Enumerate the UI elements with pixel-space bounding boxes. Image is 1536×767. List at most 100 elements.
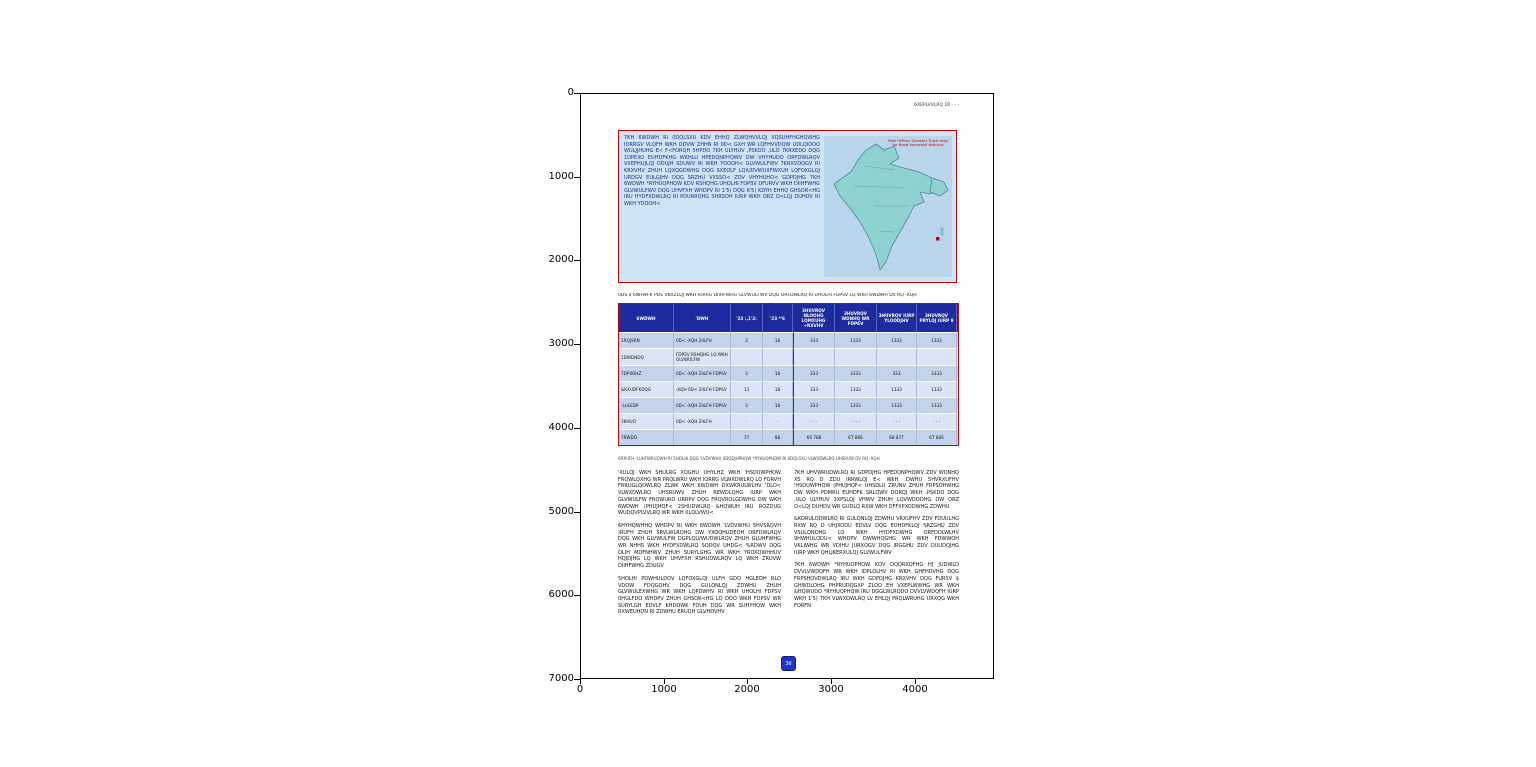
table-cell: · [731,413,763,429]
table-cell: 18 [763,332,793,348]
x-tick-mark [664,679,665,684]
table-header-cell: 6WDWH [619,304,674,332]
x-tick-label: 2000 [734,684,760,695]
table-cell: 7DPXOHZ [619,365,674,381]
table-cell: 3 [731,332,763,348]
table-header-cell: 3HUVRQV IURP YLOODJHV [877,304,917,332]
table-cell: 1DWDNDQ [619,348,674,365]
table-row: -LULEDP 0D< -XQH 2IILFH FDPSV 3 18 333 1… [619,397,958,413]
table-cell: -XQH 0D< 2IILFH FDPSV [674,381,731,397]
table-cell: 0D< -XQH 2IILFH FDPSV [674,397,731,413]
table-cell: 3 [731,397,763,413]
table-cell: 1333 [877,332,917,348]
y-tick-label: 1000 [548,171,574,182]
table-cell: · · · [917,413,957,429]
x-tick-mark [747,679,748,684]
table-cell: 333 [793,332,835,348]
table-cell: 18 [763,397,793,413]
flood-table: 6WDWH 'DWH '23 :,1'2: '23 *'6 3HUVRQV NL… [618,303,959,446]
india-map: Post Offices Disaster Track map for floo… [824,136,952,277]
table-cell: 1333 [877,397,917,413]
table-row: 7RWDO 77 88 66 788 67 866 68 877 67 866 [619,429,958,445]
table-footnote: 6RXUFH 'LUHFWRUDWH RI 5HOLHI DQG 'LVDVWH… [618,456,880,461]
body-column-right: 7KH UHVWRUDWLRQ RI GDPDJHG HPEDQNPHQWV Z… [794,470,959,650]
table-header-cell: 3HUVRQV NLOOHG LQMXUHG +RXVHV [793,304,835,332]
intro-box-text: 7KH 6WDWH RI 0DQLSXU KDV EHHQ ZLWQHVVLQJ… [624,135,820,207]
table-cell: 13 [731,381,763,397]
body-paragraph: &KORULQDWLRQ RI GULQNLQJ ZDWHU VRXUFHV Z… [794,516,959,556]
table-cell [731,348,763,365]
table-cell: 7RWDO [619,429,674,445]
y-tick-mark [574,177,580,178]
table-cell: 3KHUO [619,413,674,429]
table-cell: 1333 [877,381,917,397]
table-cell: 77 [731,429,763,445]
table-cell: 333 [877,365,917,381]
table-cell: 18 [763,365,793,381]
table-cell: 3333 [835,365,877,381]
y-tick-label: 3000 [548,338,574,349]
table-header-row: 6WDWH 'DWH '23 :,1'2: '23 *'6 3HUVRQV NL… [619,304,958,332]
table-cell [877,348,917,365]
table-cell: 0D< -XQH 2IILFH [674,332,731,348]
table-cell [835,348,877,365]
table-cell: 333 [793,397,835,413]
table-cell: 68 877 [877,429,917,445]
table-cell: -LULEDP [619,397,674,413]
table-header-cell: 3HUVRQV WDNHQ WR FDPSV [835,304,877,332]
department-seal: 36 [781,656,796,671]
table-cell: 1333 [835,397,877,413]
y-tick-label: 0 [567,87,574,98]
body-paragraph: 7KH 6WDWH *RYHUQPHQW KDV DQQRXQFHG H[ JU… [794,562,959,609]
table-cell: 88 [763,429,793,445]
y-tick-label: 7000 [548,673,574,684]
table-row: 1RQJSRN 0D< -XQH 2IILFH 3 18 333 1333 13… [619,332,958,348]
table-cell: 18 [763,381,793,397]
table-cell: 1333 [835,381,877,397]
x-tick-label: 4000 [902,684,928,695]
table-cell: 0D< -XQH 2IILFH FDPSV [674,365,731,381]
table-cell: &KXUDFKDQG [619,381,674,397]
table-row: 7DPXOHZ 0D< -XQH 2IILFH FDPSV 3 18 333 3… [619,365,958,381]
body-paragraph: 7KH UHVWRUDWLRQ RI GDPDJHG HPEDQNPHQWV Z… [794,470,959,510]
y-tick-mark [574,679,580,680]
x-tick-label: 3000 [818,684,844,695]
table-cell: · [763,413,793,429]
body-paragraph: 'XULQJ WKH SHULRG XQGHU UHYLHZ WKH 'HSDU… [618,470,781,517]
figure-axes: 6XEPLVVLRQ 1R · · · 7KH 6WDWH RI 0DQLSXU… [580,93,994,679]
y-tick-mark [574,260,580,261]
table-cell [674,429,731,445]
table-cell: · · · · [835,413,877,429]
document-page: 6XEPLVVLRQ 1R · · · 7KH 6WDWH RI 0DQLSXU… [581,94,993,678]
map-marker [936,237,940,241]
y-tick-label: 4000 [548,422,574,433]
table-cell [793,348,835,365]
body-column-left: 'XULQJ WKH SHULRG XQGHU UHYLHZ WKH 'HSDU… [618,470,781,650]
table-row: &KXUDFKDQG -XQH 0D< 2IILFH FDPSV 13 18 3… [619,381,958,397]
table-body: 1RQJSRN 0D< -XQH 2IILFH 3 18 333 1333 13… [619,332,958,445]
table-cell [917,348,957,365]
x-tick-mark [580,679,581,684]
page-header-note: 6XEPLVVLRQ 1R · · · [914,103,959,108]
table-header-cell: '23 :,1'2: [731,304,763,332]
table-cell: 1333 [835,332,877,348]
table-header-cell: 3HUVRQV PRYLQJ IURP 9 [917,304,957,332]
table-cell: 67 866 [917,429,957,445]
table-cell: 66 788 [793,429,835,445]
y-tick-mark [574,595,580,596]
table-cell: 1333 [917,332,957,348]
table-cell: 1333 [917,381,957,397]
table-cell: · · · [877,413,917,429]
y-tick-label: 5000 [548,506,574,517]
table-cell [763,348,793,365]
y-tick-label: 2000 [548,254,574,265]
intro-box: 7KH 6WDWH RI 0DQLSXU KDV EHHQ ZLWQHVVLQJ… [618,130,957,283]
y-tick-label: 6000 [548,589,574,600]
table-row: 3KHUO 0D< -XQH 2IILFH · · · · · · · · · … [619,413,958,429]
table-header-cell: '23 *'6 [763,304,793,332]
table-row: 1DWDNDQ FDPSV RSHQHG LQ WKH GLVWULFW [619,348,958,365]
x-tick-mark [831,679,832,684]
table-cell: 67 866 [835,429,877,445]
table-cell: 3333 [917,365,957,381]
